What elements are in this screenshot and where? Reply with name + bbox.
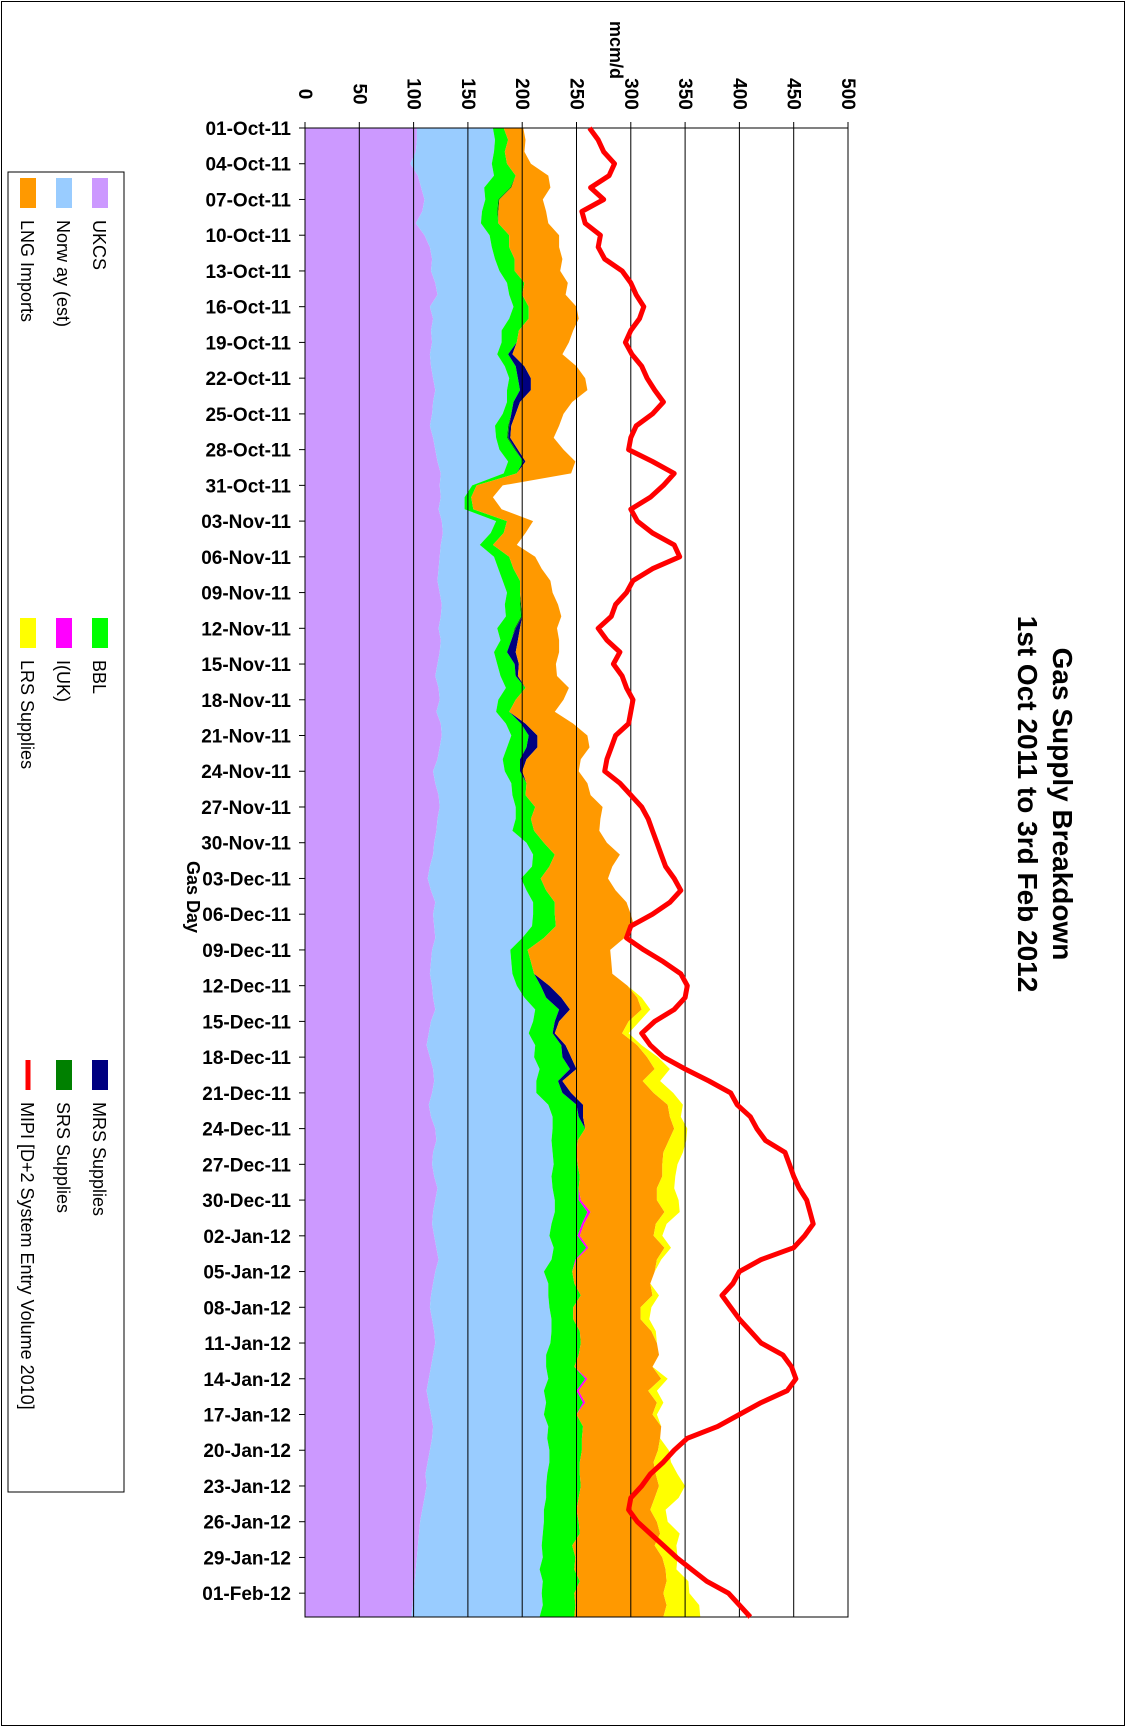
area-lng-imports [471,128,675,1617]
chart-subtitle: 1st Oct 2011 to 3rd Feb 2012 [1012,616,1043,993]
date-tick-label: 13-Oct-11 [205,262,291,283]
value-tick-label: 200 [511,78,532,110]
date-axis-label: Gas Day [183,861,203,933]
date-tick-label: 06-Dec-11 [202,905,291,926]
legend-label-ukcs: UKCS [89,220,109,270]
date-tick-label: 24-Nov-11 [201,762,291,783]
date-tick-label: 09-Dec-11 [202,941,291,962]
date-tick-label: 01-Feb-12 [202,1584,291,1605]
value-tick-label: 250 [566,78,587,110]
legend-label-norw-ay-est: Norw ay (est) [53,220,73,327]
date-tick-label: 06-Nov-11 [201,548,291,569]
date-tick-label: 30-Dec-11 [202,1191,291,1212]
legend-label-mrs-supplies: MRS Supplies [89,1102,109,1216]
area-norw-ay-est [410,128,555,1617]
date-tick-label: 07-Oct-11 [205,190,291,211]
date-tick-label: 01-Oct-11 [205,119,291,140]
date-tick-label: 02-Jan-12 [203,1227,291,1248]
date-tick-label: 04-Oct-11 [205,155,291,176]
value-tick-label: 400 [728,78,749,110]
value-tick-label: 450 [783,78,804,110]
date-tick-label: 18-Dec-11 [202,1048,291,1069]
value-axis-ticks: 0 50 100 150 200 250 300 350 400 450 500 [294,78,858,128]
legend-label-lng-imports: LNG Imports [17,220,37,322]
date-tick-label: 17-Jan-12 [203,1405,291,1426]
date-tick-label: 21-Nov-11 [201,727,291,748]
date-tick-label: 19-Oct-11 [205,333,291,354]
legend-swatch-i-uk [56,618,72,648]
area-ukcs [305,128,443,1617]
legend-label-mipi-d-2-system-entry-volume-2010: MIPI [D+2 System Entry Volume 2010] [17,1102,37,1410]
date-tick-label: 27-Nov-11 [201,798,291,819]
legend-swatch-srs-supplies [56,1060,72,1090]
date-tick-label: 31-Oct-11 [205,476,291,497]
value-tick-label: 500 [837,78,858,110]
date-tick-label: 24-Dec-11 [202,1120,291,1141]
date-tick-label: 08-Jan-12 [203,1298,291,1319]
value-axis-label: mcm/d [606,21,626,79]
value-tick-label: 350 [674,78,695,110]
date-tick-label: 03-Dec-11 [202,869,291,890]
chart-title: Gas Supply Breakdown [1047,648,1078,961]
legend-swatch-bbl [92,618,108,648]
value-tick-label: 0 [294,89,315,100]
date-tick-label: 15-Nov-11 [201,655,291,676]
date-tick-label: 25-Oct-11 [205,405,291,426]
legend-label-lrs-supplies: LRS Supplies [17,660,37,769]
plot-area [304,126,849,1619]
date-tick-label: 22-Oct-11 [205,369,291,390]
area-bbl [464,128,588,1617]
date-tick-label: 15-Dec-11 [202,1012,291,1033]
legend-swatch-norw-ay-est [56,178,72,208]
date-tick-label: 21-Dec-11 [202,1084,291,1105]
date-tick-label: 11-Jan-12 [204,1334,291,1355]
date-tick-label: 12-Nov-11 [201,619,291,640]
date-tick-label: 23-Jan-12 [203,1477,291,1498]
legend-swatch-lrs-supplies [20,618,36,648]
value-tick-label: 300 [620,78,641,110]
legend-label-i-uk: I(UK) [53,660,73,702]
line-mipi [579,126,816,1619]
legend-swatch-mrs-supplies [92,1060,108,1090]
date-tick-label: 29-Jan-12 [203,1548,291,1569]
value-tick-label: 150 [457,78,478,110]
date-tick-label: 03-Nov-11 [201,512,291,533]
legend-label-srs-supplies: SRS Supplies [53,1102,73,1213]
date-tick-label: 20-Jan-12 [203,1441,291,1462]
date-tick-label: 16-Oct-11 [205,298,291,319]
date-tick-label: 10-Oct-11 [205,226,291,247]
date-tick-label: 12-Dec-11 [202,977,291,998]
value-tick-label: 100 [403,78,424,110]
date-tick-label: 27-Dec-11 [202,1155,291,1176]
legend: UKCS Norw ay (est) LNG Imports BBL I(UK) LRS … [7,171,125,1493]
date-tick-label: 30-Nov-11 [201,834,291,855]
legend-box [7,171,125,1493]
value-tick-label: 50 [348,83,369,104]
legend-swatch-lng-imports [20,178,36,208]
date-tick-label: 09-Nov-11 [201,584,291,605]
date-tick-label: 26-Jan-12 [203,1513,291,1534]
date-tick-label: 14-Jan-12 [203,1370,291,1391]
date-axis-ticks: 01-Oct-11 04-Oct-11 07-Oct-11 10-Oct-11 13-O… [201,119,305,1605]
date-tick-label: 18-Nov-11 [201,691,291,712]
date-tick-label: 05-Jan-12 [203,1263,291,1284]
date-tick-label: 28-Oct-11 [205,441,291,462]
legend-swatch-ukcs [92,178,108,208]
legend-label-bbl: BBL [89,660,109,694]
